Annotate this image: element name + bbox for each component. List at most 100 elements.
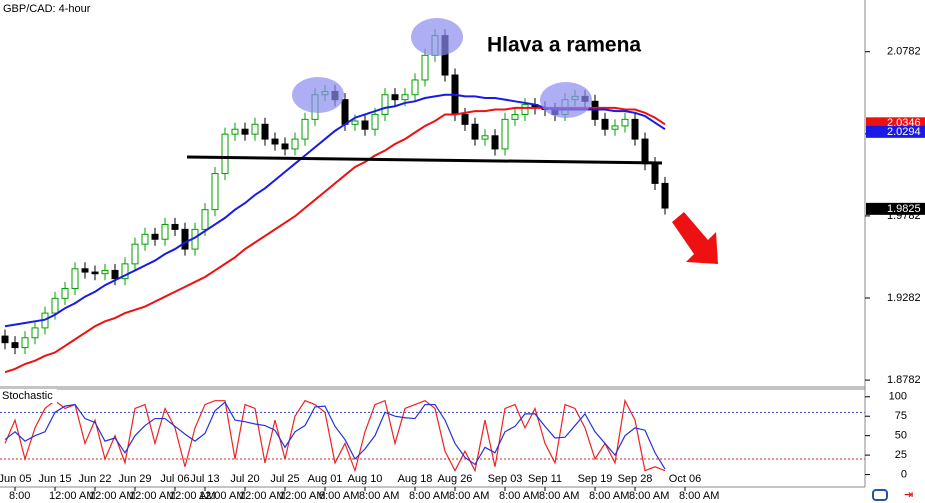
candle-body [351,120,359,125]
candle-body [91,271,99,275]
y-tick-label: 1.9282 [887,292,921,304]
y-tick-label: 100 [889,391,907,403]
candle-body [501,118,509,150]
candle-body [611,125,619,130]
x-tick-label: Sep 19 [578,473,613,485]
y-tick-label: 25 [895,449,907,461]
highlight-shoulder [540,82,592,118]
x-tick-label: Jun 05 [0,473,32,485]
candle-body [21,337,29,349]
x-tick-label: Sep 03 [488,473,523,485]
x-time-label: 8:00 [9,490,30,502]
candle-body [281,143,289,150]
candle-body [71,268,79,289]
down-arrow [672,212,718,264]
candle-body [291,138,299,150]
y-tick-label: 50 [895,430,907,442]
x-tick-label: Aug 10 [348,473,383,485]
candle-body [491,135,499,150]
x-tick-label: Jun 15 [38,473,71,485]
x-time-label: 12:00 AM [49,490,95,502]
candle-body [391,94,399,101]
candle-body [301,118,309,140]
x-time-label: 8:00 AM [359,490,399,502]
candle-body [241,128,249,135]
y-tick-label: 75 [895,410,907,422]
symbol-label: GBP/CAD: 4-hour [3,3,91,15]
neckline [186,155,663,165]
candle-body [1,335,9,344]
candle-body [121,263,129,280]
price-label-box [866,117,925,130]
x-tick-label: Jul 25 [270,473,299,485]
candle-body [511,113,519,120]
x-time-label: 8:00 AM [629,490,669,502]
candle-body [231,128,239,135]
candle-body [181,228,189,250]
candle-body [411,79,419,96]
icon[interactable]: ⇥ [904,489,913,501]
candle-body [461,113,469,125]
x-time-label: 8:00 AM [589,490,629,502]
candle-body [161,223,169,240]
x-tick-label: Jun 29 [118,473,151,485]
candle-body [61,287,69,299]
candle-body [601,118,609,130]
candle-body [81,268,89,273]
x-time-label: 8:00 AM [539,490,579,502]
candle-body [651,163,659,184]
highlight-head [411,18,463,56]
x-tick-label: Jun 22 [78,473,111,485]
price-label-box [866,202,925,215]
candle-body [51,297,59,314]
x-time-label: 12:00 AM [169,490,215,502]
x-tick-label: Jul 20 [230,473,259,485]
x-time-label: 8:00 AM [319,490,359,502]
candle-body [661,182,669,209]
price-label: 2.0294 [887,126,921,138]
x-time-label: 8:00 AM [679,490,719,502]
title-box [0,0,98,17]
candle-body [381,94,389,115]
x-tick-label: Sep 28 [618,473,653,485]
candle-body [271,138,279,145]
candle-body [11,342,19,349]
x-tick-label: Aug 18 [398,473,433,485]
x-time-label: 12:00 AM [129,490,175,502]
indicator-label: Stochastic [2,390,53,402]
price-label-box [866,125,925,138]
candle-body [101,269,109,275]
icon[interactable] [872,489,888,501]
candle-body [481,135,489,140]
x-time-label: 8:00 AM [499,490,539,502]
price-label: 1.9825 [887,203,921,215]
candle-body [141,233,149,245]
candle-body [31,327,39,339]
candle-body [171,223,179,230]
candle-body [261,123,269,140]
candle-body [151,233,159,240]
pattern-label: Hlava a ramena [487,34,641,57]
candle-body [111,269,119,280]
price-label: 2.0346 [887,117,921,129]
x-time-label: 8:00 AM [409,490,449,502]
candle-body [221,133,229,175]
candle-body [631,118,639,140]
candle-body [641,138,649,165]
candle-body [211,173,219,211]
candle-body [131,243,139,265]
x-tick-label: Aug 01 [308,473,343,485]
x-tick-label: Sep 11 [528,473,562,485]
x-time-label: 12:00 AM [239,490,285,502]
x-tick-label: Aug 26 [438,473,473,485]
candle-body [371,113,379,130]
x-tick-label: Jul 06 [160,473,189,485]
candle-body [201,209,209,230]
series-line [4,401,666,470]
candle-body [361,120,369,130]
candle-body [401,94,409,101]
title-box [0,389,57,403]
